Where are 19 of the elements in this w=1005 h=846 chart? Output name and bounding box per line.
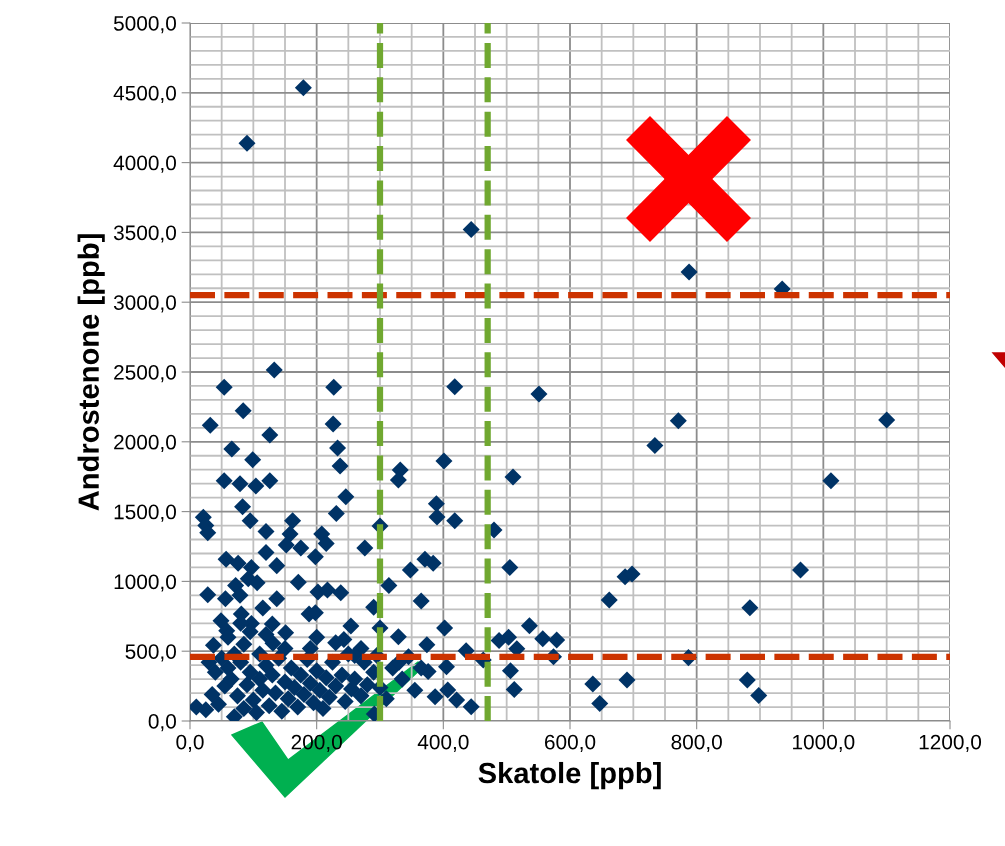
y-tick-label: 1500,0 xyxy=(114,504,176,522)
y-tick-label: 4500,0 xyxy=(113,85,176,104)
y-tick-label: 4000,0 xyxy=(113,155,176,173)
x-axis-title: Skatole [ppb] xyxy=(478,761,661,790)
y-tick-label: 5000,0 xyxy=(113,16,176,34)
y-tick-label: 2000,0 xyxy=(114,434,176,453)
x-tick-label: 1200,0 xyxy=(919,734,982,752)
y-tick-label: 500,0 xyxy=(125,644,176,662)
x-tick-label: 1000,0 xyxy=(793,734,855,752)
y-tick-label: 0,0 xyxy=(148,714,176,732)
y-axis-title: Androstenone [ppb] xyxy=(77,234,105,511)
x-tick-label: 800,0 xyxy=(671,734,722,752)
y-tick-label: 2500,0 xyxy=(114,365,176,383)
y-tick-label: 3500,0 xyxy=(113,225,176,243)
y-tick-label: 1000,0 xyxy=(114,574,176,592)
x-tick-label: 600,0 xyxy=(544,734,596,752)
y-tick-label: 3000,0 xyxy=(113,295,176,313)
x-tick-label: 400,0 xyxy=(417,734,469,752)
x-tick-label: 0,0 xyxy=(176,734,204,752)
